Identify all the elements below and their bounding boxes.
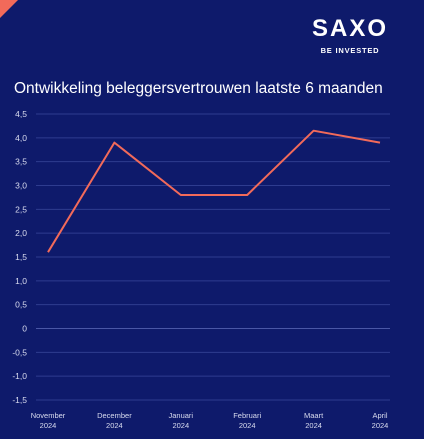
x-tick-year: 2024 — [106, 421, 123, 430]
y-tick-label: 2,0 — [15, 228, 27, 238]
x-tick-year: 2024 — [372, 421, 389, 430]
x-tick-label: April — [372, 411, 387, 420]
y-tick-label: -1,0 — [12, 371, 27, 381]
y-tick-label: 4,0 — [15, 133, 27, 143]
y-tick-label: 0 — [22, 324, 27, 334]
x-tick-year: 2024 — [40, 421, 57, 430]
x-tick-year: 2024 — [305, 421, 322, 430]
series-line — [47, 129, 381, 253]
x-tick-label: Februari — [233, 411, 261, 420]
x-tick-label: December — [97, 411, 132, 420]
brand-logo: SAXO BE INVESTED — [300, 15, 400, 56]
x-tick-year: 2024 — [239, 421, 256, 430]
y-tick-label: 3,0 — [15, 181, 27, 191]
y-tick-label: 1,5 — [15, 252, 27, 262]
y-tick-label: -1,5 — [12, 395, 27, 405]
y-tick-label: -0,5 — [12, 347, 27, 357]
y-tick-label: 2,5 — [15, 204, 27, 214]
y-tick-label: 0,5 — [15, 300, 27, 310]
corner-accent — [0, 0, 18, 18]
brand-tagline: BE INVESTED — [320, 46, 380, 55]
x-tick-label: Januari — [168, 411, 193, 420]
y-tick-label: 3,5 — [15, 157, 27, 167]
x-tick-label: November — [31, 411, 66, 420]
x-tick-label: Maart — [304, 411, 324, 420]
brand-name: SAXO — [311, 15, 388, 42]
chart-title: Ontwikkeling beleggersvertrouwen laatste… — [14, 80, 383, 97]
x-tick-year: 2024 — [172, 421, 189, 430]
y-tick-label: 4,5 — [15, 109, 27, 119]
y-tick-label: 1,0 — [15, 276, 27, 286]
